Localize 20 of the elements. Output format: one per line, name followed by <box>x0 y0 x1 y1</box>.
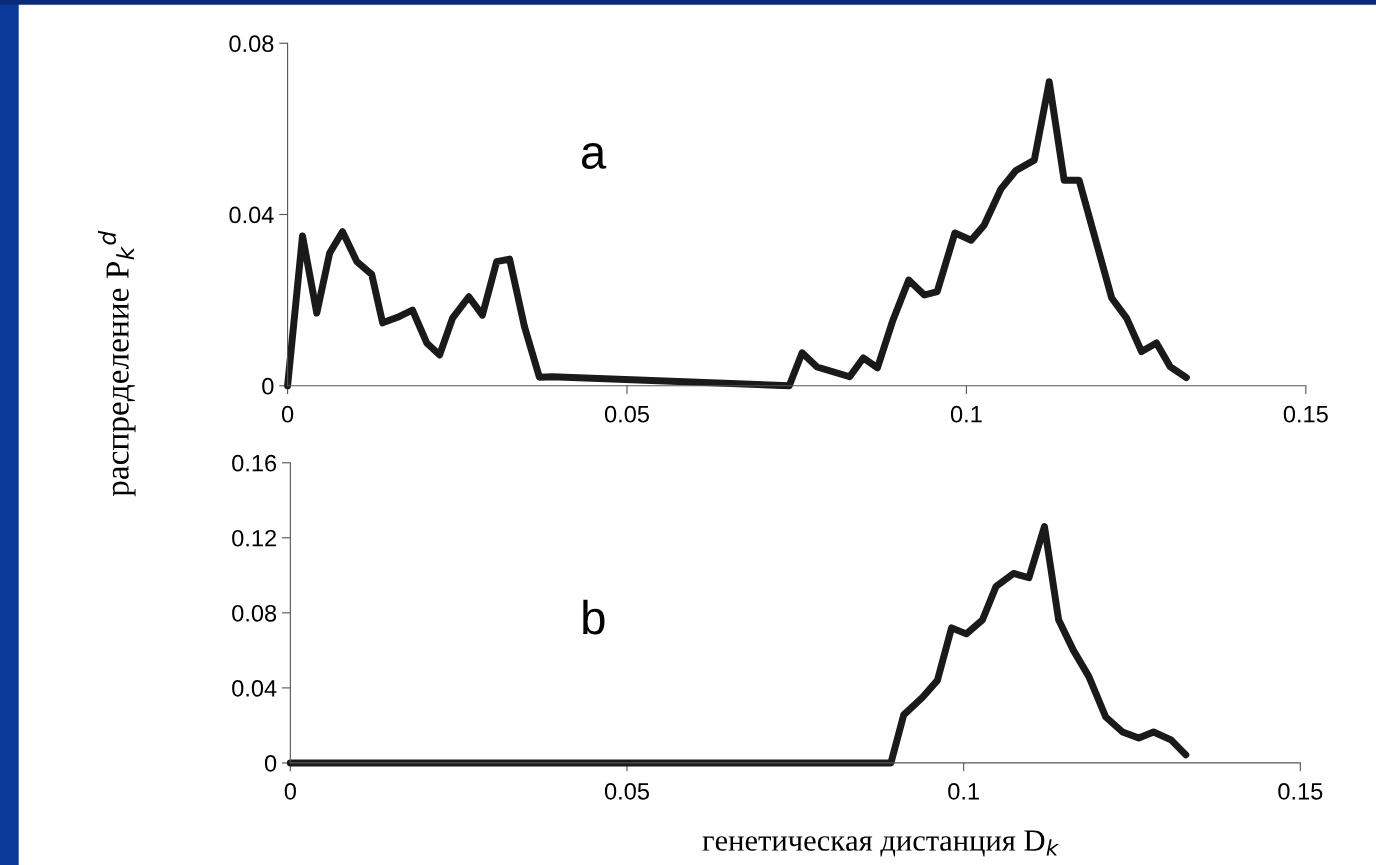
x-tick-label: 0.05 <box>604 405 649 423</box>
y-axis-title: распределение P$_{k}$$^{d}$ <box>97 230 136 497</box>
y-tick-label: 0.04 <box>232 679 277 697</box>
x-axis-title: генетическая дистанция D$_{k}$ <box>702 830 1059 857</box>
y-tick-label: 0 <box>262 377 274 395</box>
y-tick-label: 0.04 <box>229 206 274 224</box>
x-tick-label: 0 <box>284 783 296 800</box>
x-tick-label: 0.15 <box>1283 405 1328 423</box>
x-tick-label: 0.15 <box>1278 783 1323 800</box>
x-tick-label: 0 <box>281 405 294 423</box>
y-tick-label: 0.08 <box>229 35 274 53</box>
x-tick-label: 0.1 <box>950 405 982 423</box>
x-tick-label: 0.1 <box>948 783 979 800</box>
annotation: b <box>583 599 605 635</box>
y-tick-label: 0.12 <box>232 529 276 547</box>
x-tick-label: 0.05 <box>604 783 649 800</box>
y-tick-label: 0.16 <box>232 454 277 472</box>
annotation: a <box>581 143 607 169</box>
y-tick-label: 0 <box>264 755 277 772</box>
y-tick-label: 0.08 <box>232 604 277 622</box>
